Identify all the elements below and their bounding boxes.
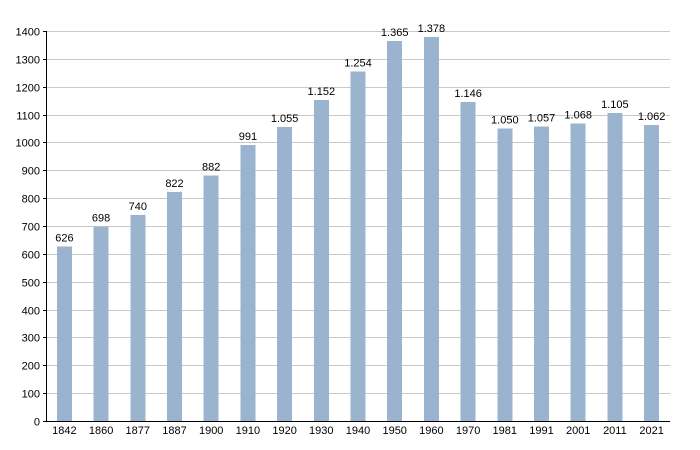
data-label-1991: 1.057 (528, 113, 556, 125)
data-label-1910: 991 (239, 131, 257, 143)
y-tick-label: 200 (22, 361, 40, 373)
bar-1970 (460, 101, 476, 422)
x-tick-label-1860: 1860 (89, 425, 113, 437)
x-tick-label-2011: 2011 (603, 425, 627, 437)
bar-1991 (534, 126, 549, 421)
y-tick-label: 300 (22, 333, 40, 345)
data-label-1940: 1.254 (344, 58, 372, 70)
bar-1950 (387, 40, 403, 422)
data-label-1960: 1.378 (418, 23, 446, 35)
y-tick-label: 100 (22, 389, 40, 401)
bar-1960 (423, 37, 439, 421)
y-tick-label: 1400 (16, 27, 40, 39)
x-tick-label-2001: 2001 (566, 425, 590, 437)
y-tick-label: 1100 (16, 111, 40, 123)
y-tick-label: 800 (22, 194, 40, 206)
data-label-1930: 1.152 (308, 86, 336, 98)
y-tick-label: 1000 (16, 138, 40, 150)
y-tick-label: 1300 (16, 55, 40, 67)
data-label-1950: 1.365 (381, 27, 409, 39)
data-label-1900: 882 (202, 161, 220, 173)
bar-2001 (570, 123, 586, 421)
bars (56, 37, 660, 422)
x-tick-label-1981: 1981 (493, 425, 517, 437)
y-tick-label: 0 (34, 417, 40, 429)
bar-1842 (56, 246, 72, 421)
data-label-2021: 1.062 (638, 111, 666, 123)
data-label-2001: 1.068 (564, 110, 592, 122)
x-tick-label-1950: 1950 (382, 425, 406, 437)
data-label-1887: 822 (165, 178, 183, 190)
data-label-1860: 698 (92, 213, 110, 225)
y-tick-label: 700 (22, 222, 40, 234)
data-label-2011: 1.105 (601, 99, 629, 111)
bar-1900 (203, 175, 219, 421)
y-tick-label: 400 (22, 306, 40, 318)
x-tick-label-1887: 1887 (162, 425, 186, 437)
x-tick-label-1920: 1920 (272, 425, 296, 437)
x-tick-label-1991: 1991 (529, 425, 553, 437)
x-tick-label-1910: 1910 (236, 425, 260, 437)
y-tick-label: 900 (22, 166, 40, 178)
x-tick-label-1877: 1877 (126, 425, 150, 437)
data-label-1981: 1.050 (491, 115, 519, 127)
x-tick-label-1842: 1842 (52, 425, 76, 437)
bar-1887 (167, 192, 182, 421)
data-label-1920: 1.055 (271, 113, 299, 125)
bar-1920 (277, 127, 293, 421)
bar-1981 (497, 128, 513, 421)
x-tick-label-1940: 1940 (346, 425, 370, 437)
bar-1860 (93, 226, 109, 421)
data-label-1842: 626 (55, 233, 73, 245)
x-tick-label-1960: 1960 (419, 425, 443, 437)
bar-2021 (644, 125, 660, 421)
x-tick-label-1930: 1930 (309, 425, 333, 437)
x-tick-label-1970: 1970 (456, 425, 480, 437)
bar-1877 (130, 214, 146, 421)
data-label-1970: 1.146 (454, 88, 482, 100)
data-label-1877: 740 (129, 201, 147, 213)
x-tick-label-1900: 1900 (199, 425, 223, 437)
bar-2011 (607, 113, 623, 421)
y-tick-label: 500 (22, 278, 40, 290)
bar-1940 (350, 71, 366, 421)
bar-1910 (240, 144, 256, 421)
y-tick-label: 1200 (16, 83, 40, 95)
bar-1930 (313, 100, 329, 421)
data-labels: 626 698 740 822 882 991 1.055 1.152 1.254 1.365 1.… (55, 23, 665, 245)
axes: 0 100 200 300 400 500 600 700 800 900 1000 1100 1200… (16, 27, 670, 437)
y-tick-label: 600 (22, 250, 40, 262)
x-tick-label-2021: 2021 (639, 425, 663, 437)
